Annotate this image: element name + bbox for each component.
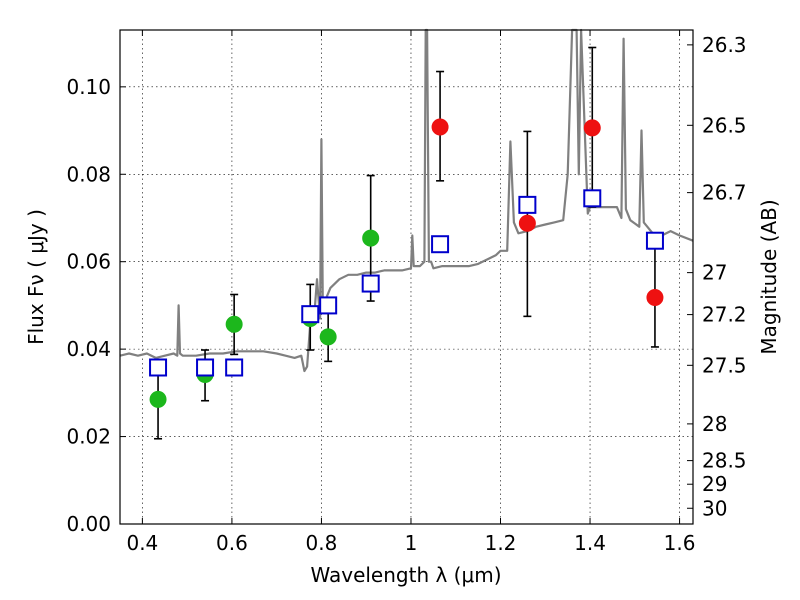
x-tick-label: 0.6	[216, 531, 248, 555]
right-tick-label: 27.5	[702, 353, 747, 377]
right-tick-label: 28.5	[702, 449, 747, 473]
model-photometry-square	[225, 358, 244, 377]
right-axis-title: Magnitude (AB)	[757, 199, 781, 354]
measurement-point	[225, 315, 243, 333]
model-photometry-square	[196, 358, 215, 377]
y-tick-label: 0.10	[66, 75, 111, 99]
y-tick-label: 0.00	[66, 512, 111, 536]
x-tick-label: 1.2	[485, 531, 517, 555]
right-tick-label: 27	[702, 261, 727, 285]
measurement-point	[431, 118, 449, 136]
x-tick-label: 0.8	[306, 531, 338, 555]
model-photometry-square	[301, 305, 320, 324]
x-axis-ticks: 0.4 0.6 0.8 1 1.2 1.4 1.6	[126, 30, 695, 555]
measurement-point	[518, 214, 536, 232]
y-tick-label: 0.08	[66, 162, 111, 186]
y-tick-label: 0.04	[66, 337, 111, 361]
x-tick-label: 1.4	[574, 531, 606, 555]
measurement-point	[362, 229, 380, 247]
model-spectrum-layer	[119, 28, 694, 373]
measurement-point	[583, 119, 601, 137]
x-tick-label: 0.4	[126, 531, 158, 555]
grid-lines	[120, 30, 693, 525]
model-photometry-square	[149, 358, 168, 377]
y-axis-ticks: 0.00 0.02 0.04 0.06 0.08 0.10	[66, 75, 126, 536]
model-photometry-square	[361, 274, 380, 293]
right-tick-label: 27.2	[702, 303, 747, 327]
model-photometry-square	[431, 235, 450, 254]
right-tick-label: 29	[702, 472, 727, 496]
y-tick-label: 0.02	[66, 425, 111, 449]
measurement-point	[646, 289, 664, 307]
y-tick-label: 0.06	[66, 250, 111, 274]
model-spectrum-line	[119, 28, 694, 373]
measurement-point	[319, 328, 337, 346]
x-tick-label: 1	[405, 531, 418, 555]
right-tick-label: 26.3	[702, 33, 747, 57]
right-tick-label: 26.5	[702, 113, 747, 137]
plot-frame	[119, 29, 694, 525]
y-axis-title: Flux Fν ( μJy )	[24, 209, 48, 345]
measurement-point	[149, 390, 167, 408]
x-tick-label: 1.6	[664, 531, 696, 555]
right-tick-label: 26.7	[702, 181, 747, 205]
right-tick-label: 28	[702, 412, 727, 436]
model-photometry-square	[319, 296, 338, 315]
model-photometry-square	[583, 189, 602, 208]
model-photometry-layer	[149, 189, 664, 377]
right-tick-label: 30	[702, 496, 727, 520]
x-axis-title: Wavelength λ (μm)	[310, 563, 501, 587]
model-photometry-square	[645, 231, 664, 250]
model-photometry-square	[518, 195, 537, 214]
